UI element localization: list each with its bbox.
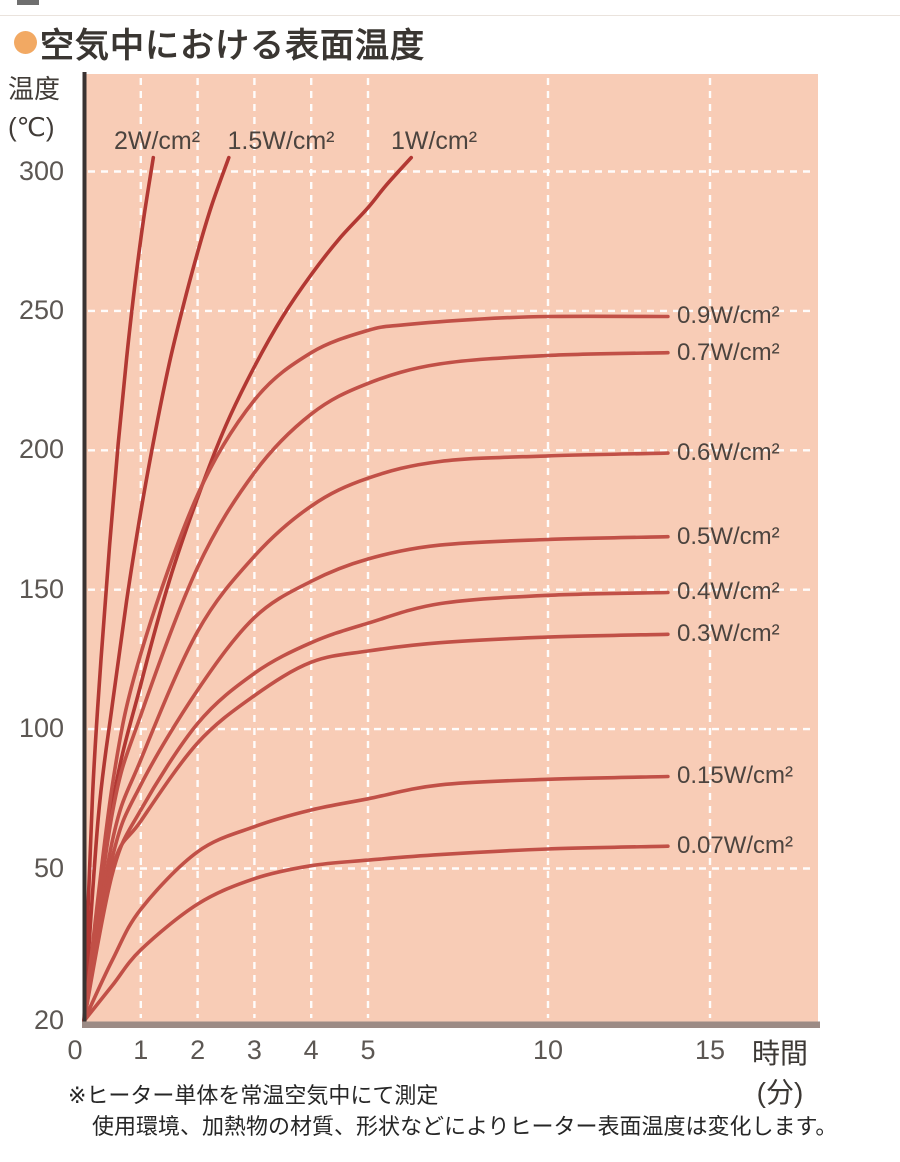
series-label: 0.4W/cm² (677, 578, 780, 606)
x-axis-title: 時間 (分) (738, 1034, 822, 1112)
x-tick-label: 2 (190, 1035, 206, 1065)
y-axis-title-line1: 温度 (8, 74, 61, 104)
x-tick-label: 5 (360, 1035, 376, 1065)
x-tick-label: 1 (133, 1035, 149, 1065)
y-tick-label: 20 (33, 1005, 64, 1035)
divider-line (0, 15, 900, 16)
x-axis-title-line2: (分) (756, 1077, 804, 1108)
curve-0.7w-cm2 (82, 350, 670, 1023)
y-axis-title: 温度 (℃) (8, 70, 78, 146)
curve-0.3w-cm2 (82, 632, 670, 1023)
curve-0.6w-cm2 (82, 451, 670, 1023)
series-label: 2W/cm² (113, 127, 201, 155)
x-tick-label: 15 (694, 1035, 726, 1065)
series-label: 1W/cm² (390, 127, 478, 155)
chart-header: 空気中における表面温度 (14, 18, 425, 67)
curve-0.07w-cm2 (82, 844, 670, 1023)
y-tick-label: 150 (18, 573, 64, 604)
x-axis-title-line1: 時間 (751, 1038, 808, 1069)
series-label: 0.3W/cm² (677, 620, 780, 648)
series-label: 0.15W/cm² (677, 762, 794, 790)
series-label: 0.5W/cm² (677, 522, 780, 550)
curve-0.9w-cm2 (82, 314, 670, 1023)
crop-artifact (17, 0, 39, 5)
bullet-icon (14, 31, 37, 54)
page-title: 空気中における表面温度 (40, 27, 425, 65)
series-label: 0.6W/cm² (677, 439, 780, 467)
y-tick-label: 100 (18, 713, 64, 744)
series-label: 0.07W/cm² (677, 832, 794, 860)
x-tick-label: 0 (67, 1035, 83, 1065)
curve-2w-cm2 (82, 155, 156, 1023)
y-tick-label: 300 (18, 155, 64, 186)
series-label: 1.5W/cm² (227, 127, 335, 155)
curve-1.5w-cm2 (82, 155, 231, 1023)
curve-0.15w-cm2 (82, 774, 670, 1023)
x-tick-label: 4 (303, 1035, 319, 1065)
x-axis-line (82, 1021, 820, 1028)
x-tick-label: 3 (246, 1035, 262, 1065)
curve-1w-cm2 (82, 155, 413, 1023)
series-label: 0.7W/cm² (677, 338, 780, 366)
x-tick-label: 10 (532, 1035, 564, 1065)
series-label: 0.9W/cm² (677, 302, 780, 330)
curve-0.5w-cm2 (82, 534, 670, 1023)
footnote-line2: 使用環境、加熱物の材質、形状などによりヒーター表面温度は変化します。 (92, 1114, 838, 1139)
y-tick-label: 250 (18, 294, 64, 325)
y-tick-label: 200 (18, 434, 64, 465)
footnote-line1: ※ヒーター単体を常温空気中にて測定 (68, 1083, 439, 1108)
y-tick-label: 50 (33, 852, 64, 883)
y-axis-title-line2: (℃) (8, 112, 55, 142)
footnote: ※ヒーター単体を常温空気中にて測定 使用環境、加熱物の材質、形状などによりヒータ… (68, 1080, 837, 1142)
